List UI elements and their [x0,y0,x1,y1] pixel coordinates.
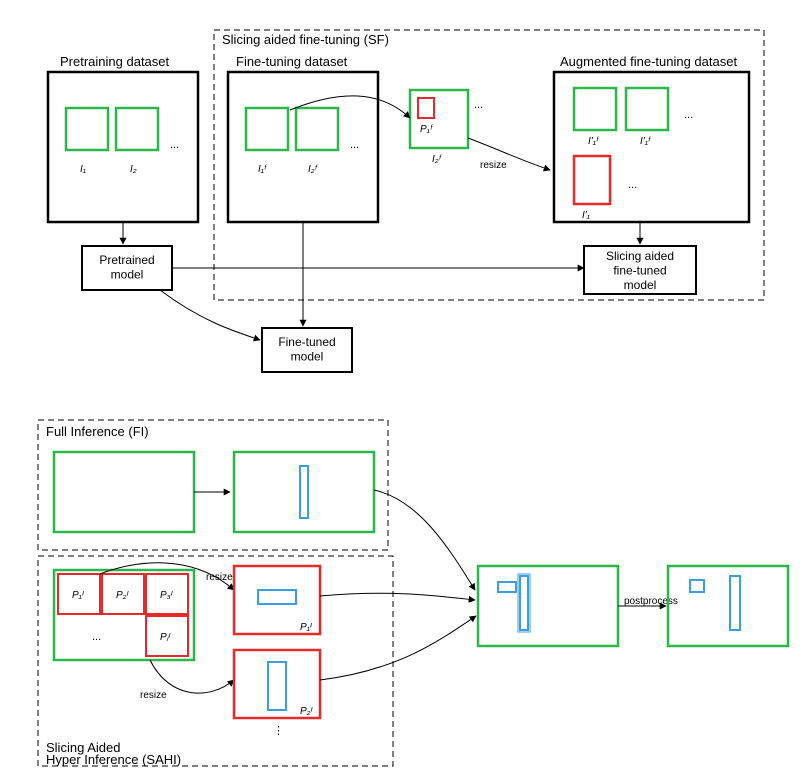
path-52 [374,490,475,590]
text-3: Pretraining dataset [60,54,170,69]
text-72: P₁ᴵ [300,622,313,633]
rect-30 [554,72,749,222]
text-27: resize [480,160,507,171]
text-9: I₂ [130,164,137,175]
text-33: ... [684,109,693,121]
rect-86 [690,580,704,592]
text-12: Pretrainedmodel [99,253,154,281]
rect-80 [498,582,516,592]
text-24: P₁ᶠ [420,124,433,135]
text-83: postprocess [624,596,678,607]
text-34: I'₁ᶠ [588,136,599,147]
text-61: P₁ᴵ [72,590,85,601]
text-65: ... [92,631,101,643]
text-29: Augmented fine-tuning dataset [560,54,737,69]
text-47: Full Inference (FI) [46,424,149,439]
text-45: Fine-tunedmodel [278,335,335,363]
text-41: Slicing aidedfine-tunedmodel [606,249,674,292]
text-2: Slicing aided fine-tuning (SF) [222,32,389,47]
rect-32 [626,88,668,130]
text-19: I₂ᶠ [308,164,318,175]
rect-31 [574,88,616,130]
rect-15 [246,108,288,150]
text-18: I₁ᶠ [258,164,267,175]
text-75: P₂ᴵ [300,706,313,717]
text-68: resize [140,690,167,701]
path-43 [160,290,260,340]
rect-50 [234,452,374,532]
text-37: ... [628,179,637,191]
rect-85 [668,566,788,646]
text-7: ... [170,139,179,151]
rect-74 [268,662,286,710]
text-63: P₃ᴵ [160,590,174,601]
text-62: P₂ᴵ [116,590,129,601]
rect-71 [258,590,296,604]
text-23: ... [474,99,483,111]
text-25: I₂ᶠ [432,154,442,165]
rect-5 [66,108,108,150]
text-64: Pⱼᴵ [160,632,171,643]
text-13: Fine-tuning dataset [236,54,348,69]
text-55: Hyper Inference (SAHI) [46,752,181,767]
text-38: I'₁ [582,210,590,221]
rect-48 [54,452,194,532]
text-8: I₁ [80,164,86,175]
rect-87 [730,576,740,630]
rect-79 [478,566,618,646]
rect-6 [116,108,158,150]
text-17: ... [350,139,359,151]
path-78 [320,616,476,680]
path-69 [150,660,234,693]
path-77 [320,593,475,600]
rect-81 [520,576,528,630]
text-35: I'₁ᶠ [640,136,651,147]
rect-51 [300,466,308,518]
rect-16 [296,108,338,150]
diagram-root: Slicing aided fine-tuning (SF) Pretrainin… [0,0,803,774]
text-76: ⋮ [273,725,284,737]
rect-22 [418,98,434,118]
rect-36 [574,156,610,204]
path-67 [100,563,234,590]
rect-46 [38,420,388,550]
